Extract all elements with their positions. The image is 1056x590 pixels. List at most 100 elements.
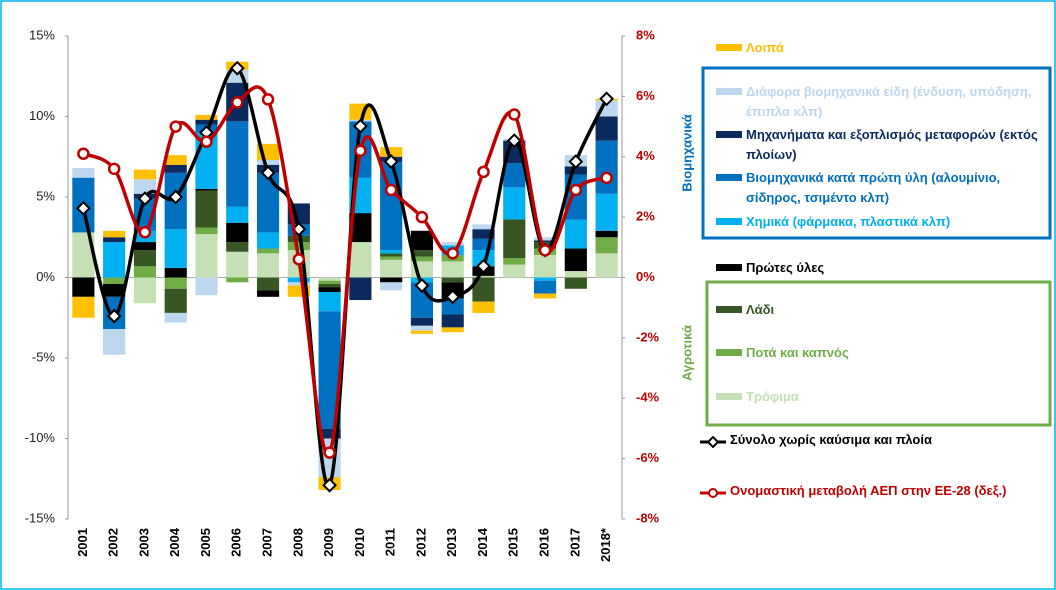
bar-segment	[380, 259, 403, 278]
bar-segment	[441, 298, 464, 315]
bar-segment	[533, 280, 557, 294]
bar-segment	[287, 285, 310, 297]
y-tick-label: -10%	[25, 430, 56, 445]
point	[477, 165, 490, 179]
bar-segment	[472, 224, 495, 230]
point	[261, 93, 275, 106]
bar-segment	[595, 140, 618, 194]
legend-label: Βιομηχανικά κατά πρώτη ύλη (αλουμίνιο, σ…	[746, 170, 1001, 205]
bar-segment	[133, 250, 157, 267]
bar-segment	[472, 275, 495, 278]
bar-segment	[595, 253, 618, 278]
bar-segment	[410, 325, 434, 331]
point	[354, 144, 367, 157]
y-tick-label: 15%	[29, 27, 55, 42]
bar-segment	[472, 229, 495, 239]
bar-segment	[195, 227, 218, 235]
bar-segment	[256, 172, 280, 233]
bar-segment	[318, 280, 341, 284]
point	[415, 210, 429, 224]
y2-tick-label: 4%	[636, 148, 655, 163]
bar-segment	[226, 222, 249, 243]
bar-segment	[349, 213, 372, 243]
point	[106, 308, 122, 324]
bar-segment	[133, 242, 157, 251]
line	[82, 85, 608, 456]
legend-label: Χημικά (φάρμακα, πλαστικά κλπ)	[746, 214, 951, 229]
legend-swatch	[700, 434, 726, 449]
bar-segment	[533, 237, 557, 241]
bar-segment	[103, 230, 126, 238]
point	[231, 96, 244, 109]
point	[414, 278, 430, 293]
bar-segment	[287, 242, 310, 251]
bar-segment	[441, 314, 464, 328]
point	[229, 60, 245, 76]
bar-segment	[256, 159, 280, 165]
bar-segment	[564, 219, 587, 249]
bar-segment	[133, 266, 157, 278]
y2-tick-label: -2%	[636, 329, 660, 344]
x-tick-label: 2011	[383, 528, 398, 556]
bar-segment	[318, 287, 341, 292]
x-tick-label: 2016	[536, 528, 551, 557]
bar-segment	[256, 232, 280, 249]
x-tick-label: 2001	[75, 528, 90, 557]
bar-segment	[164, 312, 187, 323]
bar-segment	[226, 277, 249, 283]
bar-segment	[503, 163, 526, 188]
group-box	[705, 280, 1052, 427]
legend-label: Μηχανήματα και εξοπλισμός μεταφορών (εκτ…	[746, 127, 1038, 162]
bar-segment	[287, 277, 310, 283]
x-tick-label: 2010	[352, 528, 367, 557]
bar-segment	[533, 240, 557, 243]
legend-line	[700, 488, 726, 498]
bar-segment	[103, 283, 126, 297]
legend-item: Χημικά (φάρμακα, πλαστικά κλπ)	[716, 212, 1046, 232]
bar-segment	[72, 168, 95, 178]
point	[137, 191, 153, 207]
bar-segment	[564, 271, 587, 278]
bar-segment	[226, 242, 249, 252]
y-tick-label: 0%	[36, 269, 55, 284]
x-tick-label: 2006	[229, 528, 244, 557]
legend-swatch	[716, 393, 742, 400]
point	[323, 446, 336, 459]
point	[352, 118, 368, 134]
point	[445, 289, 461, 305]
bar-segment	[103, 237, 126, 243]
bar-segment	[256, 277, 280, 291]
bar-segment	[72, 232, 95, 278]
bar-segment	[410, 230, 434, 251]
bar-segment	[441, 261, 464, 278]
bar-segment	[503, 219, 526, 259]
bar-segment	[410, 317, 434, 326]
bar-segment	[380, 147, 403, 157]
point	[508, 108, 521, 121]
bar-segment	[380, 282, 403, 291]
bar-segment	[133, 277, 157, 304]
legend-label: Πρώτες ύλες	[746, 260, 825, 275]
bar-segment	[564, 166, 587, 175]
bar-segment	[103, 277, 126, 284]
bar-segment	[318, 291, 341, 312]
legend-swatch	[716, 174, 742, 181]
point	[322, 477, 338, 493]
point	[169, 120, 182, 133]
point	[383, 154, 399, 169]
group-box	[701, 66, 1052, 240]
legend-item: Λάδι	[716, 300, 1046, 320]
y2-tick-label: 8%	[636, 27, 655, 42]
bar-segment	[503, 187, 526, 220]
bar-segment	[318, 428, 341, 439]
point	[75, 200, 91, 216]
x-tick-label: 2017	[567, 528, 582, 557]
x-tick-label: 2018*	[598, 527, 613, 562]
bar-segment	[226, 121, 249, 207]
point	[568, 154, 584, 169]
legend-item: Πρώτες ύλες	[716, 258, 1046, 278]
legend-item: Λοιπά	[716, 38, 1046, 58]
bar-segment	[441, 277, 464, 283]
bar-segment	[195, 114, 218, 120]
y2-tick-label: 0%	[636, 269, 655, 284]
